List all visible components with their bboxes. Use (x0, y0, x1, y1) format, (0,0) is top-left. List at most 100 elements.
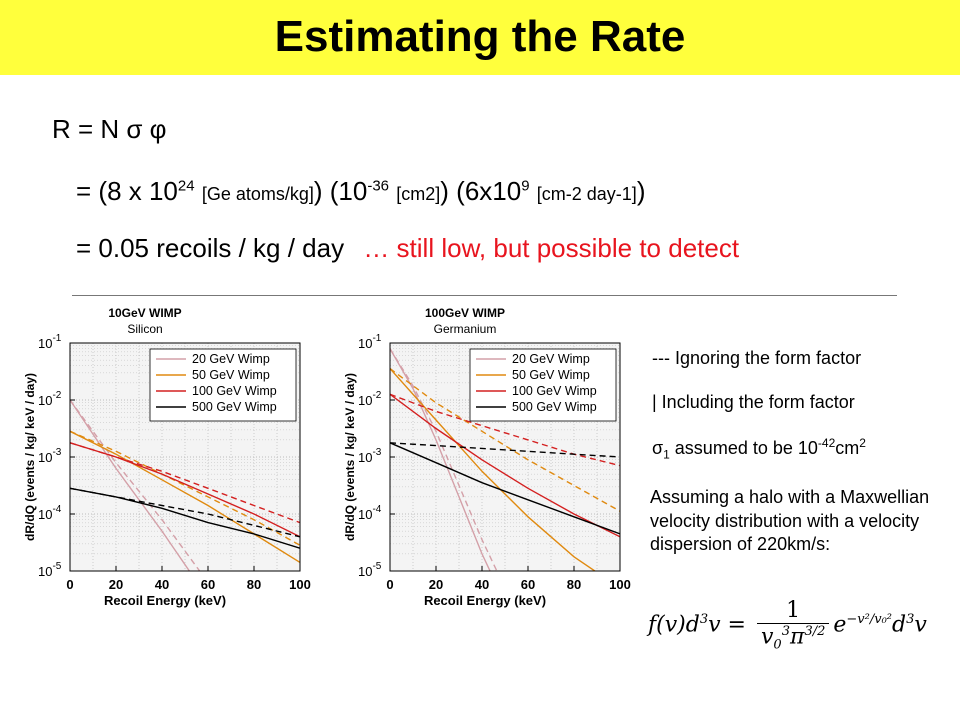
x-tick-label: 100 (289, 577, 311, 592)
eq3-comment: … still low, but possible to detect (363, 233, 740, 263)
chart-title: 100GeV WIMP (425, 306, 505, 320)
formula-d-exp: 3 (906, 612, 915, 628)
divider (72, 295, 897, 296)
equation-text: R = N σ φ (52, 114, 167, 144)
y-tick-label: 10-2 (38, 390, 62, 408)
eq2-mid1: ) (10 (313, 176, 368, 206)
x-tick-label: 100 (609, 577, 631, 592)
y-tick-label: 10-2 (358, 390, 382, 408)
legend-entry: 100 GeV Wimp (192, 384, 277, 398)
legend-entry: 500 GeV Wimp (512, 400, 597, 414)
sigma-symbol: σ (652, 438, 664, 458)
series-line-100-gev-wimp-solid (390, 393, 620, 538)
chart-title: 10GeV WIMP (108, 306, 181, 320)
eq2-unit1: [Ge atoms/kg] (201, 184, 314, 204)
x-tick-label: 20 (429, 577, 443, 592)
den-sub: 0 (773, 637, 782, 653)
den-v: v (760, 624, 774, 650)
y-axis-label: dR/dQ (events / kg/ keV / day) (23, 373, 37, 541)
note-solid: | Including the form factor (652, 392, 855, 412)
series-line-50-gev-wimp-solid (70, 430, 300, 563)
y-axis-label: dR/dQ (events / kg/ keV / day) (343, 373, 357, 541)
maxwellian-formula: f(v)d3v = 1 v03π3/2 e−v²/v₀²d3v (648, 598, 927, 653)
formula-d: d (892, 612, 907, 638)
eq2-exp2: -36 (367, 177, 390, 195)
y-tick-label: 10-1 (358, 333, 382, 351)
note-sigma: σ1 assumed to be 10-42cm2 (652, 432, 866, 466)
sigma-exp: -42 (817, 436, 836, 450)
formula-lhs-v: v = (708, 612, 746, 638)
series-line-100-gev-wimp-dashed (70, 442, 300, 524)
eq3-text: = 0.05 recoils / kg / day (76, 233, 345, 263)
y-tick-label: 10-5 (358, 561, 382, 579)
den-pi: π (789, 624, 805, 650)
chart-silicon: 10GeV WIMP Silicon 10-1 10-2 10-3 10-4 10-5 0 20… (23, 306, 311, 608)
sigma-unit: cm (835, 438, 860, 458)
legend-box (469, 348, 617, 422)
x-tick-label: 60 (201, 577, 215, 592)
chart-subtitle: Silicon (127, 322, 162, 336)
halo-description: Assuming a halo with a Maxwellian veloci… (650, 487, 930, 554)
legend-box (149, 348, 297, 422)
x-tick-label: 0 (66, 577, 73, 592)
legend-entry: 50 GeV Wimp (192, 368, 270, 382)
y-tick-label: 10-4 (358, 504, 382, 522)
y-tick-label: 10-1 (38, 333, 62, 351)
y-tick-label: 10-5 (38, 561, 62, 579)
legend-entry: 20 GeV Wimp (512, 352, 590, 366)
eq2-mid2: ) (6x10 (440, 176, 522, 206)
legend-entry: 50 GeV Wimp (512, 368, 590, 382)
series-line-20-gev-wimp-solid (70, 399, 191, 571)
x-tick-label: 80 (247, 577, 261, 592)
series-line-500-gev-wimp-solid (390, 442, 620, 535)
den-exp: 3 (781, 624, 790, 639)
chart-subtitle: Germanium (434, 322, 497, 336)
equation-line-3: = 0.05 recoils / kg / day … still low, b… (76, 233, 739, 263)
formula-lhs-exp: 3 (699, 612, 709, 628)
eq2-exp1: 24 (177, 177, 195, 195)
formula-fraction: 1 v03π3/2 (756, 598, 830, 653)
sigma-text: assumed to be 10 (669, 438, 818, 458)
series-line-500-gev-wimp-dashed (390, 442, 620, 458)
legend-entry: 20 GeV Wimp (192, 352, 270, 366)
equation-line-1: R = N σ φ (52, 114, 167, 144)
x-axis-label: Recoil Energy (keV) (424, 593, 546, 608)
x-tick-label: 80 (567, 577, 581, 592)
series-line-50-gev-wimp-solid (390, 368, 597, 571)
x-tick-label: 60 (521, 577, 535, 592)
sigma-sub: 1 (663, 447, 670, 462)
x-axis-label: Recoil Energy (keV) (104, 593, 226, 608)
x-tick-label: 40 (475, 577, 489, 592)
series-line-20-gev-wimp-dashed (70, 399, 201, 571)
eq2-suffix: ) (636, 176, 646, 206)
formula-numerator: 1 (756, 598, 830, 624)
eq2-unit3: [cm-2 day-1] (536, 184, 637, 204)
x-tick-label: 0 (386, 577, 393, 592)
formula-denominator: v03π3/2 (757, 624, 829, 653)
x-tick-label: 20 (109, 577, 123, 592)
den-pi-exp: 3/2 (804, 624, 826, 639)
formula-v: v (914, 612, 927, 638)
legend-entry: 500 GeV Wimp (192, 400, 277, 414)
eq2-unit2: [cm2] (396, 184, 441, 204)
note-dashed: --- Ignoring the form factor (652, 348, 862, 368)
formula-lhs: f(v)d (648, 612, 700, 638)
x-tick-label: 40 (155, 577, 169, 592)
slide-title: Estimating the Rate (274, 12, 686, 61)
title-bar (0, 0, 960, 75)
formula-exponent: −v²/v₀² (846, 612, 892, 628)
series-line-100-gev-wimp-dashed (390, 393, 620, 467)
series-line-500-gev-wimp-solid (70, 487, 300, 549)
series-line-20-gev-wimp-dashed (390, 348, 498, 571)
series-line-500-gev-wimp-dashed (70, 487, 300, 538)
formula-e: e (833, 612, 847, 638)
series-line-50-gev-wimp-dashed (70, 430, 300, 546)
equation-line-2: = (8 x 1024 [Ge atoms/kg]) (10-36 [cm2])… (76, 176, 645, 209)
legend-entry: 100 GeV Wimp (512, 384, 597, 398)
eq2-exp3: 9 (521, 177, 530, 195)
y-tick-label: 10-3 (358, 447, 382, 465)
y-tick-label: 10-3 (38, 447, 62, 465)
y-tick-label: 10-4 (38, 504, 62, 522)
sigma-unit-exp: 2 (859, 436, 866, 450)
eq2-prefix: = (8 x 10 (76, 176, 178, 206)
